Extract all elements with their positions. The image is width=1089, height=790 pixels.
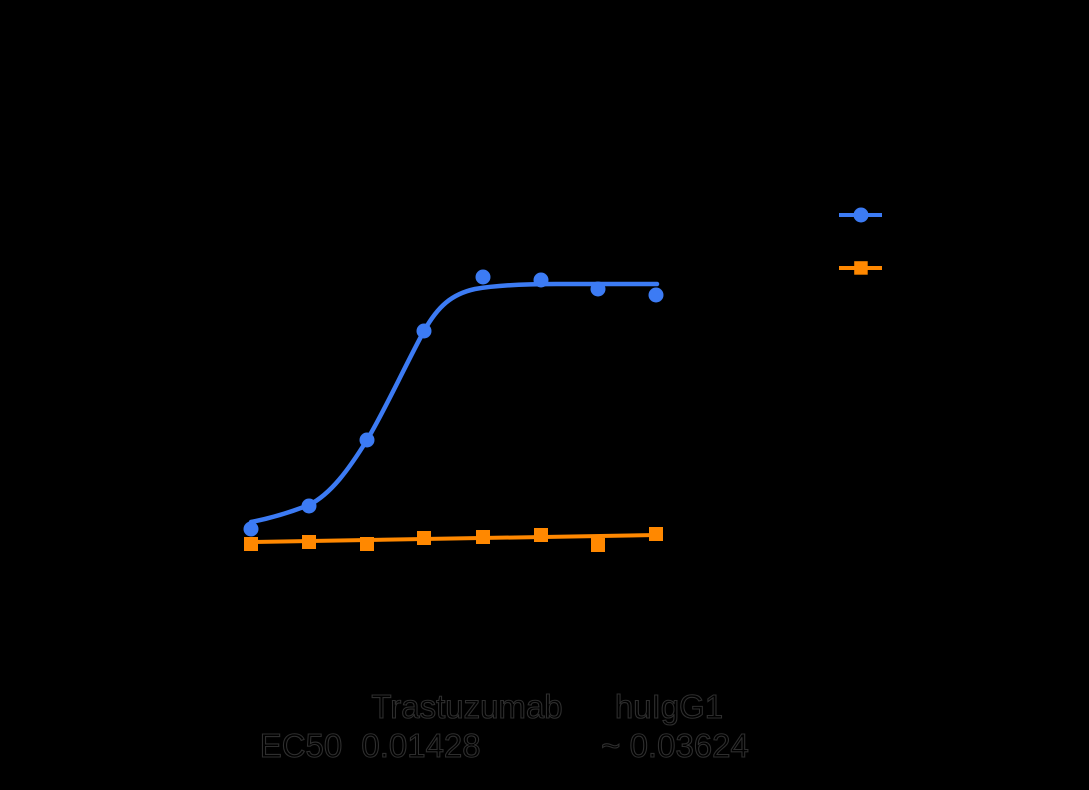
- trastuzumab-data-point: [590, 281, 606, 297]
- trastuzumab-data-point: [416, 323, 432, 339]
- huigg1-fit-curve: [250, 533, 658, 544]
- huigg1-data-point: [244, 537, 258, 551]
- legend-marker-huigg1-icon: [854, 261, 868, 275]
- x-axis-ticks: [250, 570, 657, 578]
- trastuzumab-data-points: [243, 269, 664, 537]
- huigg1-data-points: [244, 527, 663, 552]
- huigg1-data-point: [417, 531, 431, 545]
- trastuzumab-fit-curve: [248, 281, 660, 525]
- huigg1-data-point: [302, 535, 316, 549]
- ec50-table-value-trastuzumab: 0.01428: [361, 727, 480, 764]
- legend-label-huigg1: huIgG1: [893, 253, 991, 286]
- legend-marker-trastuzumab-icon: [853, 207, 869, 223]
- huigg1-data-point: [360, 537, 374, 551]
- ec50-table-row-label: EC50: [260, 727, 343, 764]
- trastuzumab-data-point: [359, 432, 375, 448]
- huigg1-data-point: [649, 527, 663, 541]
- huigg1-data-point: [534, 528, 548, 542]
- trastuzumab-data-point: [243, 521, 259, 537]
- huigg1-data-point: [476, 530, 490, 544]
- trastuzumab-data-point: [301, 498, 317, 514]
- ec50-table-header-trastuzumab: Trastuzumab: [371, 688, 562, 725]
- ec50-table-value-huigg1: ~ 0.03624: [601, 727, 749, 764]
- ec50-table-header-huigg1: huIgG1: [615, 688, 723, 725]
- ec50-table: Trastuzumab huIgG1 EC50 0.01428 ~ 0.0362…: [259, 687, 749, 764]
- trastuzumab-data-point: [533, 272, 549, 288]
- trastuzumab-data-point: [648, 287, 664, 303]
- legend-label-trastuzumab: Trastuzumab: [893, 200, 1067, 233]
- trastuzumab-data-point: [475, 269, 491, 285]
- huigg1-data-point: [591, 538, 605, 552]
- legend: Trastuzumab huIgG1: [839, 200, 1067, 286]
- axes: [217, 110, 692, 578]
